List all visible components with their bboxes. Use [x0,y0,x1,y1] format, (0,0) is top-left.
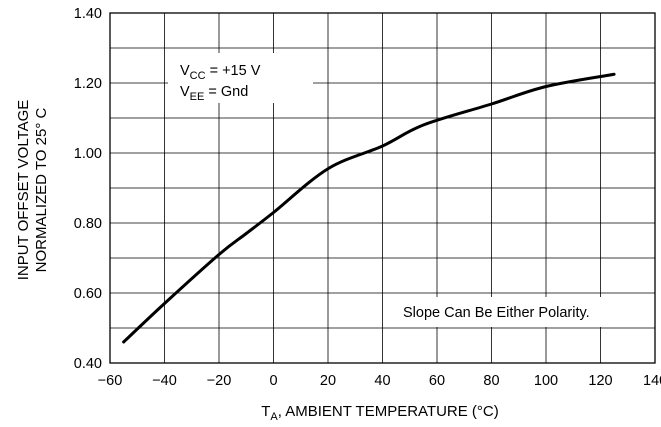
x-tick-label: 0 [269,373,277,389]
x-tick-label: 40 [374,373,390,389]
slope-note: Slope Can Be Either Polarity. [403,305,590,321]
y-tick-label: 0.60 [74,286,102,302]
y-tick-label: 1.00 [74,146,102,162]
slope-note-box [395,297,635,327]
x-tick-label: 120 [588,373,612,389]
x-tick-label: 80 [483,373,499,389]
y-tick-label: 0.80 [74,216,102,232]
x-tick-label: 20 [320,373,336,389]
vcc-annotation: VCC = +15 V [180,63,261,82]
x-tick-label: −40 [152,373,177,389]
x-tick-label: 100 [534,373,558,389]
x-axis-label: TA, AMBIENT TEMPERATURE (°C) [261,403,499,423]
y-tick-label: 1.20 [74,76,102,92]
y-tick-labels: 0.40 0.60 0.80 1.00 1.20 1.40 [74,6,102,372]
y-tick-label: 1.40 [74,6,102,22]
y-axis-label-line1: INPUT OFFSET VOLTAGE [15,100,32,281]
y-axis-label-line2: NORMALIZED TO 25° C [33,108,50,273]
x-tick-label: 60 [429,373,445,389]
grid [110,13,655,363]
series-line [122,72,616,344]
vee-annotation: VEE = Gnd [180,84,248,103]
supply-annotation-box [168,53,313,103]
x-tick-label: −20 [207,373,232,389]
y-tick-label: 0.40 [74,356,102,372]
x-tick-labels: −60 −40 −20 0 20 40 60 80 100 120 140 [98,373,661,389]
x-tick-label: 140 [643,373,661,389]
plot-frame [109,12,656,364]
x-tick-label: −60 [98,373,123,389]
